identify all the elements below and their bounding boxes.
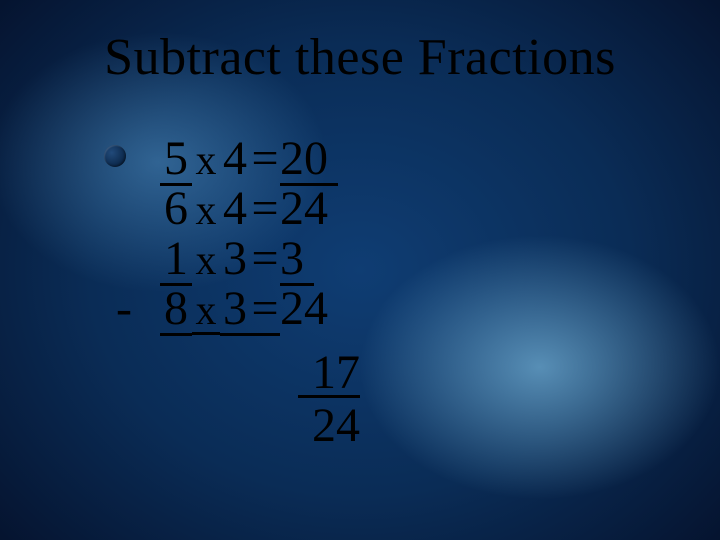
l3-eq: = <box>250 235 280 283</box>
minus-sign: - <box>116 285 132 333</box>
l1-op: x <box>192 140 220 182</box>
l3-a: 1 <box>160 235 192 286</box>
answer-denominator: 24 <box>298 398 360 448</box>
l1-b: 4 <box>220 135 250 183</box>
l2-r: 24 <box>280 185 338 233</box>
l1-eq: = <box>250 135 280 183</box>
l4-a: 8 <box>160 285 192 336</box>
answer-fraction: 17 24 <box>298 345 360 448</box>
l3-b: 3 <box>220 235 250 283</box>
l2-a: 6 <box>160 185 192 233</box>
line-2: 6 x 4 = 24 <box>160 185 338 235</box>
slide: Subtract these Fractions 5 x 4 = 20 <box>0 0 720 540</box>
answer-numerator: 17 <box>298 345 360 398</box>
l1-a: 5 <box>160 135 192 186</box>
fraction-work: 5 x 4 = 20 6 x 4 <box>160 135 338 335</box>
bullet-icon <box>104 145 126 167</box>
l2-eq: = <box>250 185 280 233</box>
l3-op: x <box>192 240 220 282</box>
l4-r: 24 <box>280 285 338 333</box>
l2-op: x <box>192 190 220 232</box>
l3-r: 3 <box>280 235 314 286</box>
line-3: 1 x 3 = 3 <box>160 235 338 285</box>
l2-b: 4 <box>220 185 250 233</box>
l4-b: 3 <box>220 285 250 336</box>
line-1: 5 x 4 = 20 <box>160 135 338 185</box>
line-4: - 8 x 3 = 24 <box>160 285 338 335</box>
l4-eq: = <box>250 285 280 336</box>
l1-r: 20 <box>280 135 338 186</box>
slide-title: Subtract these Fractions <box>0 28 720 87</box>
l4-op: x <box>192 290 220 335</box>
